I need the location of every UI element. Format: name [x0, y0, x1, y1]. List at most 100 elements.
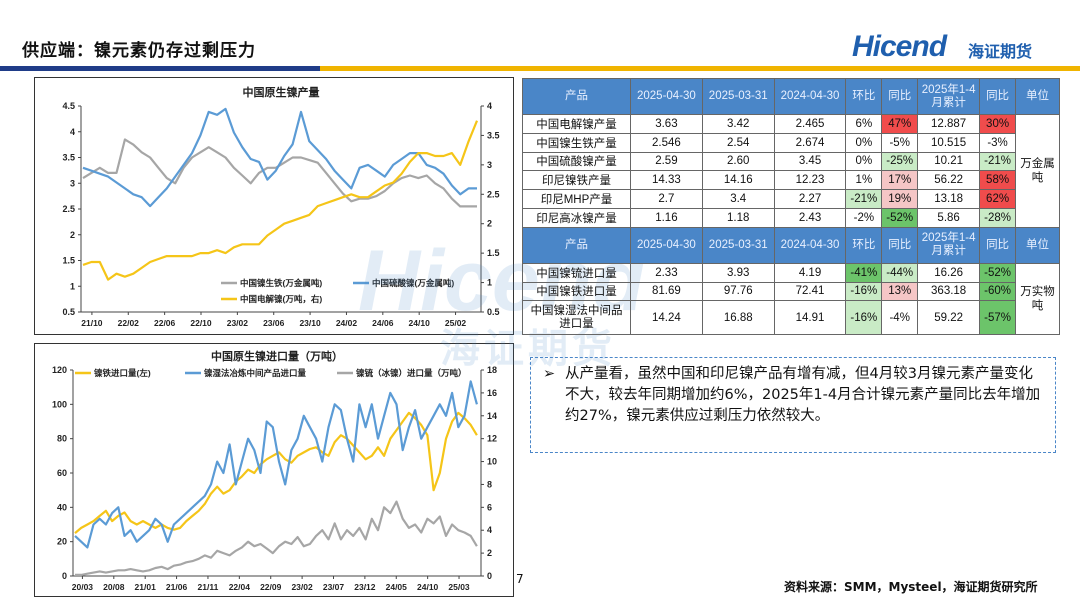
table-cell-name: 中国镍湿法中间品进口量: [522, 300, 631, 336]
table-cell-v2: 1.18: [701, 207, 775, 228]
table-row: 印尼镍铁产量 14.33 14.16 12.23 1% 17% 56.22 58%: [522, 170, 1060, 191]
table-header-cell: 同比: [881, 78, 919, 115]
table-header-cell: 2025-03-31: [701, 78, 775, 115]
table-header-row: 产品 2025-04-30 2025-03-31 2024-04-30 环比 同比 2025…: [522, 78, 1060, 115]
table-cell-v3: 2.465: [773, 114, 847, 134]
x-tick-label: 24/06: [372, 318, 394, 328]
x-tick-label: 21/01: [135, 582, 157, 592]
y-tick-label-right: 0.5: [487, 307, 500, 317]
table-cell-cumyoy: 58%: [979, 170, 1016, 191]
legend-label: 中国电解镍(万吨，右): [240, 294, 322, 304]
table-header-cell: 2024-04-30: [773, 78, 847, 115]
y-tick-label-left: 0.5: [62, 307, 75, 317]
table-row: 中国镍铁进口量 81.69 97.76 72.41 -16% 13% 363.18 -60%: [522, 281, 1060, 302]
table-cell-yoy: -44%: [881, 262, 919, 283]
x-tick-label: 22/06: [154, 318, 176, 328]
table-cell-cum: 5.86: [917, 207, 981, 228]
table-cell-v1: 14.33: [630, 170, 703, 191]
table-header-cell: 2025-04-30: [630, 226, 703, 264]
y-tick-label-left: 4: [70, 127, 75, 137]
y-tick-label-left: 0: [62, 571, 67, 581]
chart-title: 中国原生镍进口量（万吨）: [211, 349, 343, 363]
table-cell-name: 中国镍生铁产量: [522, 132, 631, 153]
brand-logo: Hicend: [852, 30, 947, 63]
table-cell-cum: 363.18: [917, 281, 981, 302]
table-cell-v1: 3.63: [630, 114, 703, 134]
x-tick-label: 21/11: [198, 582, 219, 592]
y-tick-label-left: 80: [57, 434, 67, 444]
table-cell-cum: 16.26: [917, 262, 981, 283]
table-cell-yoy: 13%: [881, 281, 919, 302]
table-cell-mom: 6%: [845, 114, 883, 134]
brand-logo-cn: 海证期货: [968, 42, 1033, 61]
table-cell-v3: 3.45: [773, 151, 847, 172]
y-tick-label-right: 1: [487, 278, 492, 288]
table-row: 中国电解镍产量 3.63 3.42 2.465 6% 47% 12.887 30% 万金属吨: [522, 114, 1060, 228]
header-bar-navy: [0, 66, 320, 71]
table-header-cell: 同比: [979, 78, 1016, 115]
x-tick-label: 24/10: [417, 582, 439, 592]
x-tick-label: 20/03: [72, 582, 94, 592]
table-cell-name: 印尼镍铁产量: [522, 170, 631, 191]
x-tick-label: 22/10: [190, 318, 212, 328]
x-tick-label: 23/07: [323, 582, 345, 592]
x-tick-label: 23/02: [291, 582, 313, 592]
table-row: 中国镍湿法中间品进口量 14.24 16.88 14.91 -16% -4% 59.22 -5…: [522, 300, 1060, 336]
table-cell-cum: 13.18: [917, 189, 981, 209]
y-tick-label-right: 1.5: [487, 248, 500, 258]
data-source: 资料来源：SMM，Mysteel，海证期货研究所: [784, 580, 1038, 594]
y-tick-label-left: 100: [52, 399, 67, 409]
x-tick-label: 23/02: [227, 318, 249, 328]
x-tick-label: 24/05: [386, 582, 408, 592]
table-cell-cumyoy: -3%: [979, 132, 1016, 153]
series-line-1: [82, 107, 477, 208]
table-header-cell: 2025-03-31: [701, 226, 775, 264]
y-tick-label-right: 3: [487, 160, 492, 170]
table-cell-v3: 72.41: [773, 281, 847, 302]
table-header-cell: 2025年1-4月累计: [917, 226, 981, 264]
nickel-supply-table: 产品 2025-04-30 2025-03-31 2024-04-30 环比 同比 2025…: [522, 78, 1060, 336]
table-cell-name: 印尼高冰镍产量: [522, 207, 631, 228]
y-tick-label-right: 4: [487, 525, 492, 535]
y-tick-label-left: 3: [70, 178, 75, 188]
summary-note: ➢ 从产量看，虽然中国和印尼镍产品有增有减，但4月较3月镍元素产量变化不大，较去…: [530, 357, 1056, 453]
table-header-cell: 单位: [1015, 78, 1060, 115]
x-tick-label: 24/02: [336, 318, 358, 328]
series-line-1: [74, 380, 478, 549]
y-tick-label-left: 40: [57, 502, 67, 512]
legend-label: 中国镍生铁(万金属吨): [240, 278, 322, 288]
x-tick-label: 22/09: [260, 582, 282, 592]
legend-label: 镍铁进口量(左): [94, 368, 151, 378]
table-cell-yoy: -4%: [881, 300, 919, 336]
table-cell-v1: 2.7: [630, 189, 703, 209]
table-cell-name: 中国镍锍进口量: [522, 262, 631, 283]
table-cell-name: 中国电解镍产量: [522, 114, 631, 134]
x-tick-label: 23/06: [263, 318, 285, 328]
table-unit-cell: 万金属吨: [1015, 114, 1060, 228]
y-tick-label-right: 16: [487, 388, 497, 398]
table-header-cell: 单位: [1015, 226, 1060, 264]
x-tick-label: 25/02: [445, 318, 467, 328]
x-tick-label: 22/04: [229, 582, 251, 592]
series-line-0: [74, 411, 478, 534]
y-tick-label-right: 12: [487, 434, 497, 444]
table-cell-v2: 2.54: [701, 132, 775, 153]
x-tick-label: 20/08: [103, 582, 125, 592]
table-cell-yoy: -52%: [881, 207, 919, 228]
table-cell-cum: 10.515: [917, 132, 981, 153]
y-tick-label-left: 4.5: [62, 101, 75, 111]
table-cell-cumyoy: -57%: [979, 300, 1016, 336]
y-tick-label-left: 2.5: [62, 204, 75, 214]
y-tick-label-right: 2: [487, 219, 492, 229]
table-cell-cum: 12.887: [917, 114, 981, 134]
y-tick-label-right: 10: [487, 457, 497, 467]
table-row: 中国镍锍进口量 2.33 3.93 4.19 -41% -44% 16.26 -52% 万实物吨: [522, 262, 1060, 336]
table-header-cell: 产品: [522, 78, 631, 115]
chart-primary-nickel-output: 中国原生镍产量 0.5 1 1.5 2 2.5 3 3.5 4 4.5 0.5 1 1.5 2 2.5 3 3.…: [34, 77, 514, 335]
x-tick-label: 23/10: [299, 318, 321, 328]
y-tick-label-left: 3.5: [62, 153, 75, 163]
table-row: 印尼MHP产量 2.7 3.4 2.27 -21% 19% 13.18 62%: [522, 189, 1060, 209]
table-header-cell: 2024-04-30: [773, 226, 847, 264]
table-cell-name: 中国硫酸镍产量: [522, 151, 631, 172]
table-cell-v2: 3.93: [701, 262, 775, 283]
